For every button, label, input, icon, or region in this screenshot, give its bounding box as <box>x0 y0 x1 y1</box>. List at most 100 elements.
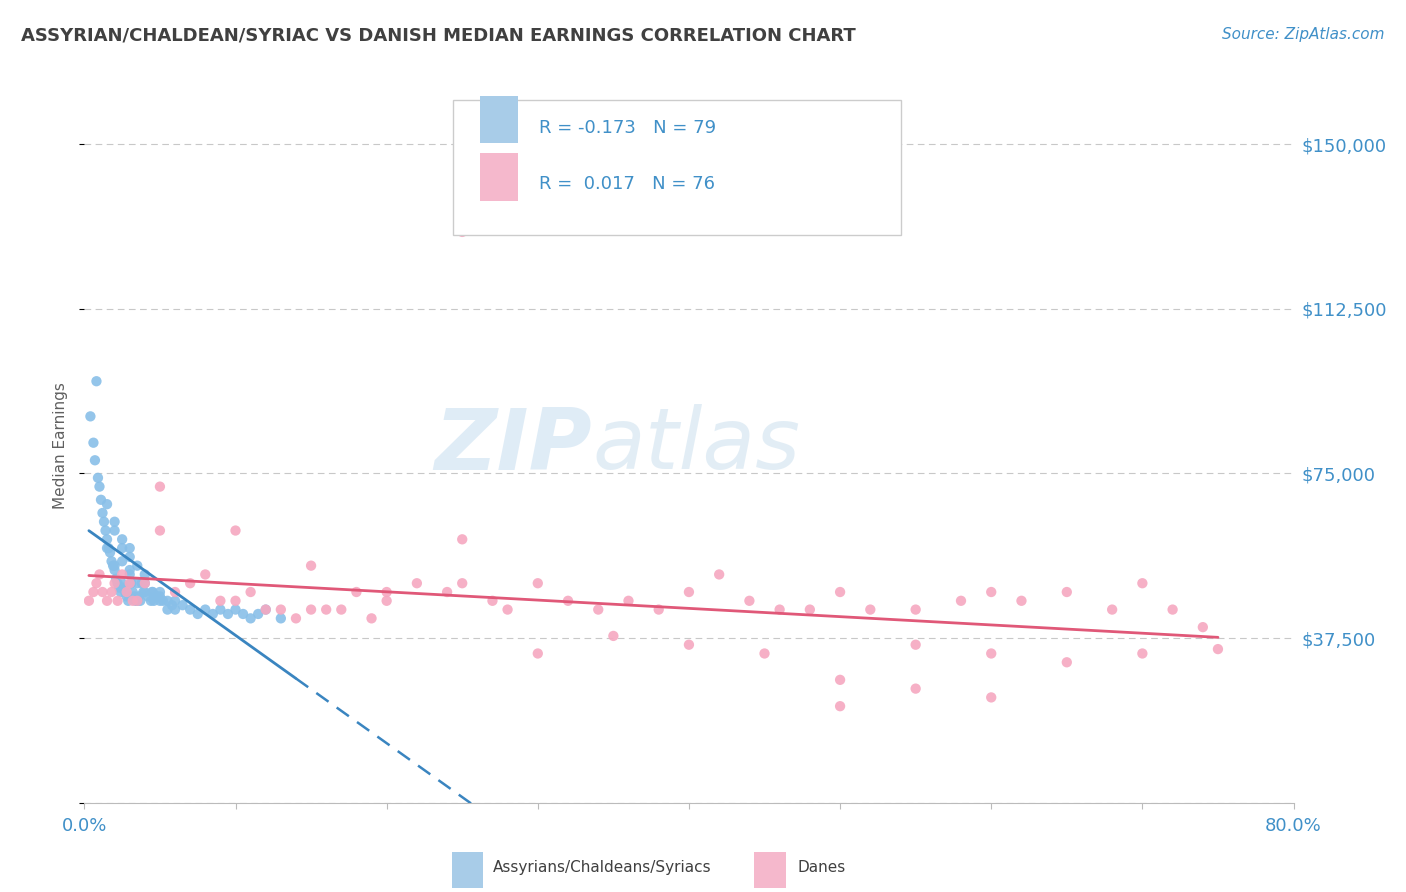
Point <box>232 607 254 621</box>
Point <box>270 611 292 625</box>
Y-axis label: Median Earnings: Median Earnings <box>53 383 69 509</box>
Point <box>617 594 640 608</box>
Point <box>980 585 1002 599</box>
Point <box>830 673 852 687</box>
Point <box>360 611 382 625</box>
Point <box>678 638 700 652</box>
Point <box>375 585 398 599</box>
Point <box>129 594 152 608</box>
Point <box>299 602 322 616</box>
Point <box>149 585 172 599</box>
Point <box>451 533 474 547</box>
Point <box>118 576 141 591</box>
Point <box>111 576 134 591</box>
Point <box>128 590 150 604</box>
Point <box>104 524 127 538</box>
Point <box>87 471 110 485</box>
Point <box>830 585 852 599</box>
Point <box>299 558 322 573</box>
Point <box>709 567 731 582</box>
Point <box>247 607 270 621</box>
Point <box>89 480 111 494</box>
Text: ZIP: ZIP <box>434 404 592 488</box>
Point <box>105 572 128 586</box>
Point <box>114 585 136 599</box>
Point <box>125 594 148 608</box>
Point <box>165 585 187 599</box>
Point <box>406 576 429 591</box>
Point <box>451 576 474 591</box>
Point <box>738 594 761 608</box>
Point <box>225 594 247 608</box>
Point <box>118 549 141 564</box>
Point <box>104 558 127 573</box>
Point <box>904 602 927 616</box>
Point <box>270 602 292 616</box>
Point <box>104 576 127 591</box>
Point <box>127 594 149 608</box>
Point <box>111 554 134 568</box>
Point <box>127 594 149 608</box>
Point <box>93 515 115 529</box>
FancyBboxPatch shape <box>453 100 901 235</box>
Point <box>980 647 1002 661</box>
Point <box>86 576 108 591</box>
Point <box>134 576 156 591</box>
Point <box>115 585 138 599</box>
Point <box>451 225 474 239</box>
Point <box>346 585 368 599</box>
Point <box>859 602 882 616</box>
Point <box>86 374 108 388</box>
Point <box>1056 585 1078 599</box>
Point <box>254 602 277 616</box>
Point <box>94 524 117 538</box>
FancyBboxPatch shape <box>479 95 519 144</box>
Point <box>89 567 111 582</box>
Point <box>602 629 624 643</box>
Point <box>120 576 142 591</box>
Point <box>98 545 121 559</box>
Text: R =  0.017   N = 76: R = 0.017 N = 76 <box>538 175 716 193</box>
Point <box>152 594 174 608</box>
Point <box>1101 602 1123 616</box>
Point <box>104 563 127 577</box>
Point <box>1130 647 1153 661</box>
Point <box>82 585 104 599</box>
Point <box>165 594 187 608</box>
Point <box>111 541 134 555</box>
Point <box>179 602 201 616</box>
Point <box>142 594 165 608</box>
Point <box>648 602 671 616</box>
FancyBboxPatch shape <box>451 852 484 888</box>
Point <box>118 563 141 577</box>
Point <box>904 681 927 696</box>
Point <box>118 567 141 582</box>
Point <box>112 581 135 595</box>
Point <box>122 590 145 604</box>
Point <box>330 602 353 616</box>
Point <box>121 585 143 599</box>
Point <box>107 576 129 591</box>
Point <box>96 497 118 511</box>
Point <box>217 607 239 621</box>
Point <box>950 594 973 608</box>
Point <box>481 594 503 608</box>
Point <box>172 598 194 612</box>
Point <box>100 585 122 599</box>
Point <box>754 647 776 661</box>
Point <box>90 492 112 507</box>
Point <box>91 506 114 520</box>
Point <box>82 435 104 450</box>
Point <box>285 611 308 625</box>
Point <box>96 533 118 547</box>
Point <box>97 541 120 555</box>
FancyBboxPatch shape <box>754 852 786 888</box>
Point <box>557 594 579 608</box>
Point <box>101 558 124 573</box>
Point <box>239 585 262 599</box>
Point <box>1161 602 1184 616</box>
Text: R = -0.173   N = 79: R = -0.173 N = 79 <box>538 120 716 137</box>
Point <box>436 585 458 599</box>
Point <box>77 594 100 608</box>
Point <box>108 581 131 595</box>
